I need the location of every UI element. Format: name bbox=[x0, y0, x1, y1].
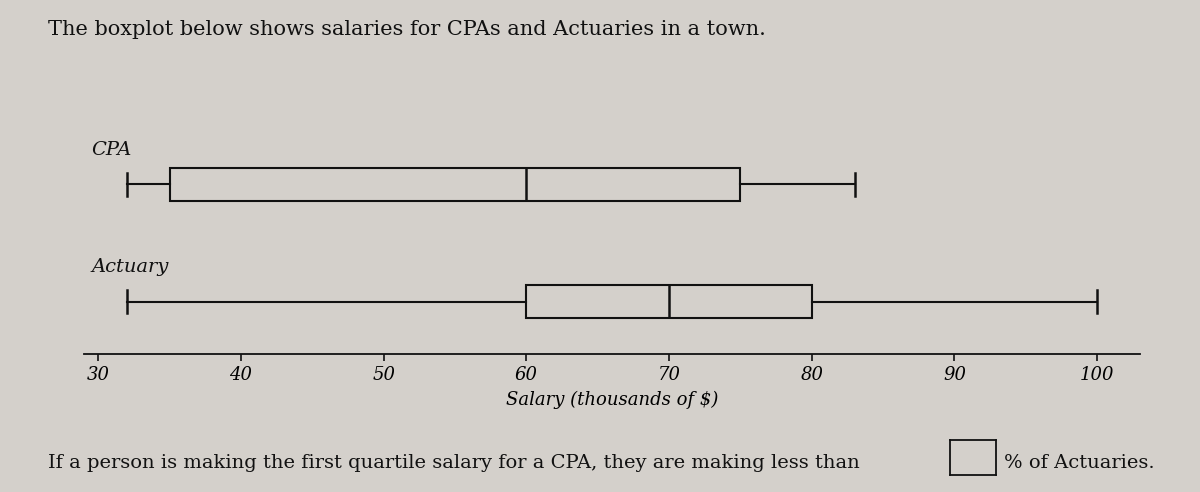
Text: The boxplot below shows salaries for CPAs and Actuaries in a town.: The boxplot below shows salaries for CPA… bbox=[48, 20, 766, 39]
Text: Actuary: Actuary bbox=[91, 258, 168, 276]
Text: CPA: CPA bbox=[91, 141, 132, 158]
X-axis label: Salary (thousands of $): Salary (thousands of $) bbox=[506, 391, 718, 409]
Bar bbox=[169, 168, 740, 201]
Text: If a person is making the first quartile salary for a CPA, they are making less : If a person is making the first quartile… bbox=[48, 454, 859, 472]
Text: % of Actuaries.: % of Actuaries. bbox=[1004, 454, 1156, 472]
Bar bbox=[527, 285, 811, 318]
